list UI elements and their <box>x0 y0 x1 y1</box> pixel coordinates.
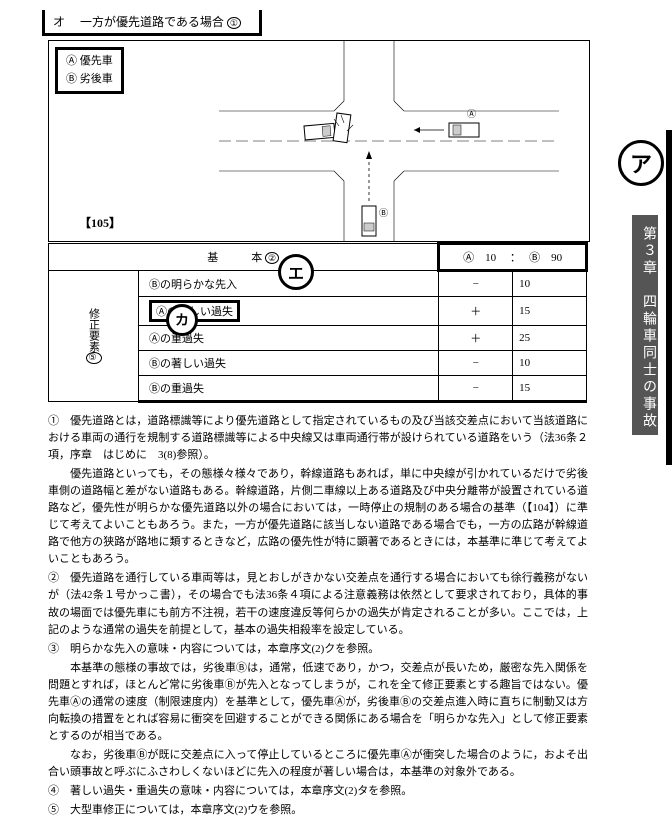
heading-mark: ① <box>227 17 241 29</box>
legend-b: Ⓑ 劣後車 <box>66 71 113 89</box>
row-label: Ⓑの著しい過失 <box>139 351 439 376</box>
heading-text: 一方が優先道路である場合 <box>80 15 224 29</box>
svg-text:Ⓐ: Ⓐ <box>467 109 476 119</box>
intersection-diagram: Ⓐ 優先車 Ⓑ 劣後車 【105】 Ⓐ <box>48 40 590 242</box>
annotation-circle-a: ア <box>618 140 664 186</box>
row-sign: − <box>439 376 513 402</box>
row-val: 15 <box>513 297 587 326</box>
row-sign: − <box>439 271 513 297</box>
row-sign: − <box>439 351 513 376</box>
para: ④ 著しい過失・重過失の意味・内容については，本章序文(2)タを参照。 <box>48 783 588 800</box>
legend-box: Ⓐ 優先車 Ⓑ 劣後車 <box>55 47 124 94</box>
table-header-left: 基 本 ② <box>49 244 439 271</box>
figure-ref: 【105】 <box>79 214 121 231</box>
table-row: 修正要素⑤ Ⓑの明らかな先入 − 10 <box>49 271 587 297</box>
chapter-tab: 第３章 四輪車同士の事故 <box>632 215 658 435</box>
para: ⑤ 大型車修正については，本章序文(2)ウを参照。 <box>48 802 588 819</box>
annotation-circle-e: エ <box>278 254 314 290</box>
body-text: ① 優先道路とは，道路標識等により優先道路として指定されているもの及び当該交差点… <box>48 413 588 819</box>
annotation-circle-ka: カ <box>166 304 198 336</box>
row-sign: ＋ <box>439 297 513 326</box>
right-border <box>666 130 672 465</box>
para: 優先道路といっても，その態様々様々であり，幹線道路もあれば，単に中央線が引かれて… <box>48 466 588 568</box>
ratio-cell: Ⓐ 10 ： Ⓑ 90 <box>439 244 587 271</box>
para: ② 優先道路を通行している車両等は，見とおしがきかない交差点を通行する場合におい… <box>48 570 588 638</box>
right-margin: ア 第３章 四輪車同士の事故 <box>616 0 672 819</box>
row-group-label: 修正要素⑤ <box>49 271 139 402</box>
road-svg: Ⓐ Ⓑ <box>219 41 559 241</box>
para: ① 優先道路とは，道路標識等により優先道路として指定されているもの及び当該交差点… <box>48 413 588 464</box>
svg-text:Ⓑ: Ⓑ <box>379 208 388 218</box>
row-label: Ⓑの重過失 <box>139 376 439 402</box>
row-val: 10 <box>513 351 587 376</box>
row-sign: ＋ <box>439 326 513 351</box>
row-val: 10 <box>513 271 587 297</box>
para: ③ 明らかな先入の意味・内容については，本章序文(2)クを参照。 <box>48 641 588 658</box>
legend-a: Ⓐ 優先車 <box>66 53 113 71</box>
row-val: 25 <box>513 326 587 351</box>
row-val: 15 <box>513 376 587 402</box>
fault-table: 基 本 ② Ⓐ 10 ： Ⓑ 90 修正要素⑤ Ⓑの明らかな先入 − 10 Ⓐの… <box>48 242 588 403</box>
heading-prefix: オ <box>53 15 65 29</box>
para: なお，劣後車Ⓑが既に交差点に入って停止しているところに優先車Ⓐが衝突した場合のよ… <box>48 747 588 781</box>
section-heading: オ 一方が優先道路である場合 ① <box>42 10 262 36</box>
para: 本基準の態様の事故では，劣後車Ⓑは，通常，低速であり，かつ，交差点が長いため，厳… <box>48 660 588 745</box>
